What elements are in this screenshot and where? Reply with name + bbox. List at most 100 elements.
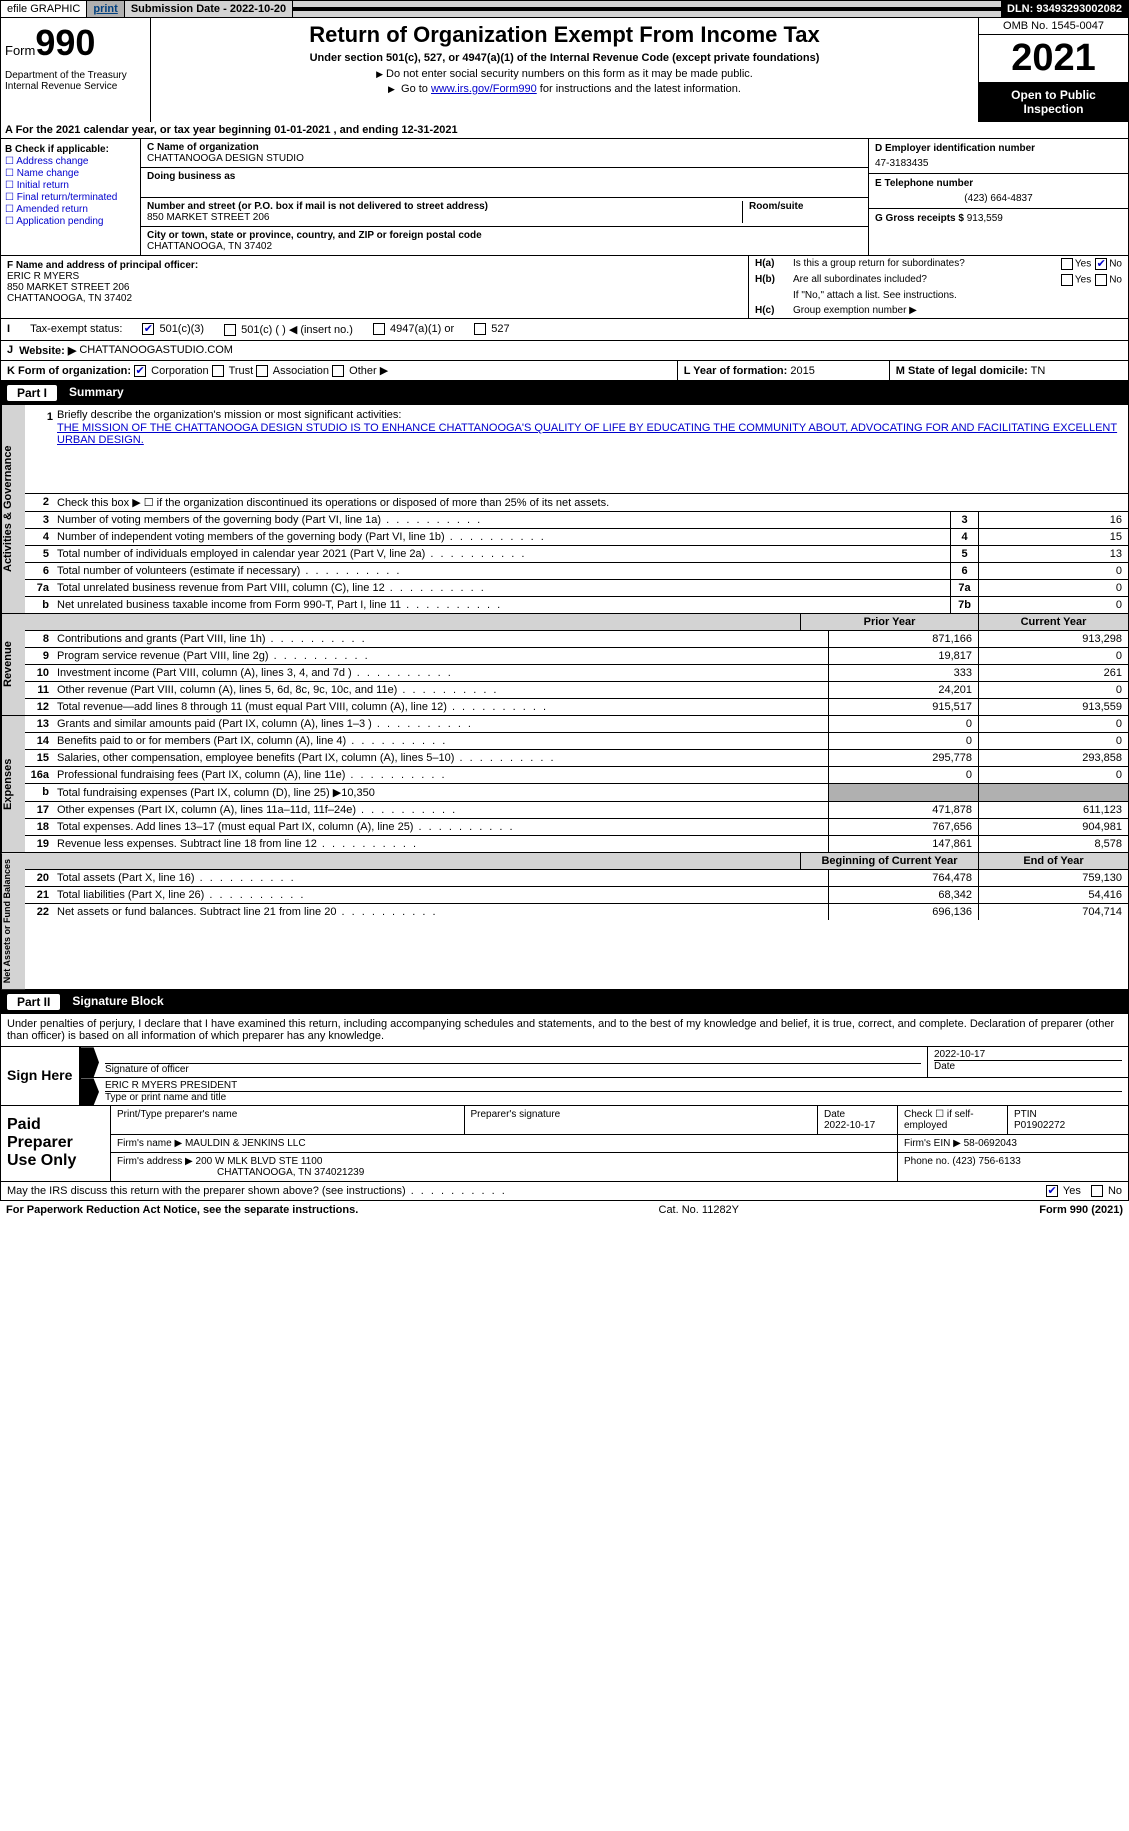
instruction-1: Do not enter social security numbers on … [155, 68, 974, 80]
org-name: CHATTANOOGA DESIGN STUDIO [147, 153, 862, 164]
ha-yes[interactable]: Yes [1061, 258, 1091, 270]
exp-line-14: 14 Benefits paid to or for members (Part… [25, 733, 1128, 750]
rev-line-10: 10 Investment income (Part VIII, column … [25, 665, 1128, 682]
phone-label: E Telephone number [875, 178, 1122, 189]
row-i-tax-status: I Tax-exempt status: 501(c)(3) 501(c) ( … [0, 319, 1129, 341]
i-label: I [7, 323, 10, 336]
exp-line-19: 19 Revenue less expenses. Subtract line … [25, 836, 1128, 852]
cb-trust[interactable]: Trust [212, 365, 254, 377]
instruction-2: Go to www.irs.gov/Form990 for instructio… [155, 83, 974, 95]
sidelabel-revenue: Revenue [1, 614, 25, 715]
cb-amended-return[interactable]: ☐ Amended return [5, 204, 136, 215]
rev-line-8: 8 Contributions and grants (Part VIII, l… [25, 631, 1128, 648]
l-text: L Year of formation: [684, 365, 788, 377]
dln-label: DLN: 93493293002082 [1001, 1, 1128, 17]
current-year-header: Current Year [978, 614, 1128, 630]
ptin-value: P01902272 [1014, 1120, 1065, 1131]
j-text: Website: ▶ [19, 344, 76, 357]
city-label: City or town, state or province, country… [147, 230, 862, 241]
officer-addr1: 850 MARKET STREET 206 [7, 282, 742, 293]
col-b-header: B Check if applicable: [5, 144, 136, 155]
part2-header: Part II Signature Block [0, 990, 1129, 1014]
print-button[interactable]: print [87, 1, 124, 17]
paid-preparer-block: Paid Preparer Use Only Print/Type prepar… [0, 1106, 1129, 1182]
line1-num: 1 [29, 409, 57, 489]
block-f-h: F Name and address of principal officer:… [0, 256, 1129, 319]
row-j-website: J Website: ▶ CHATTANOOGASTUDIO.COM [0, 341, 1129, 361]
cat-no: Cat. No. 11282Y [358, 1204, 1039, 1216]
cb-final-return[interactable]: ☐ Final return/terminated [5, 192, 136, 203]
preparer-name-label: Print/Type preparer's name [117, 1109, 237, 1120]
sign-here-label: Sign Here [1, 1047, 81, 1105]
end-year-header: End of Year [978, 853, 1128, 869]
cb-corporation[interactable]: Corporation [134, 365, 209, 377]
ha-text: Is this a group return for subordinates? [793, 258, 1057, 270]
i-text: Tax-exempt status: [30, 323, 122, 336]
may-irs-yes[interactable]: Yes [1046, 1185, 1081, 1197]
gov-line-5: 5 Total number of individuals employed i… [25, 546, 1128, 563]
cb-application-pending[interactable]: ☐ Application pending [5, 216, 136, 227]
part2-title: Signature Block [72, 994, 163, 1010]
bal-line-21: 21 Total liabilities (Part X, line 26) 6… [25, 887, 1128, 904]
self-emp-check[interactable]: Check ☐ if self-employed [898, 1106, 1008, 1134]
form-subtitle: Under section 501(c), 527, or 4947(a)(1)… [155, 52, 974, 64]
omb-number: OMB No. 1545-0047 [979, 18, 1128, 35]
officer-label: F Name and address of principal officer: [7, 260, 198, 271]
city-value: CHATTANOOGA, TN 37402 [147, 241, 862, 252]
cb-501c3[interactable]: 501(c)(3) [142, 323, 204, 336]
mission-blank3 [57, 475, 1124, 489]
cb-527[interactable]: 527 [474, 323, 509, 336]
gross-receipts-label: G Gross receipts $ [875, 213, 964, 224]
officer-addr2: CHATTANOOGA, TN 37402 [7, 293, 742, 304]
hb-yes[interactable]: Yes [1061, 274, 1091, 286]
website-value: CHATTANOOGASTUDIO.COM [79, 344, 233, 357]
prior-year-header: Prior Year [800, 614, 978, 630]
firm-phone-value: (423) 756-6133 [952, 1156, 1020, 1167]
preparer-sig-label: Preparer's signature [471, 1109, 561, 1120]
prep-date-value: 2022-10-17 [824, 1120, 875, 1131]
arrow-icon [81, 1078, 99, 1105]
firm-name-label: Firm's name ▶ [117, 1138, 182, 1149]
ein-label: D Employer identification number [875, 143, 1122, 154]
ein-value: 47-3183435 [875, 154, 1122, 169]
paperwork-notice: For Paperwork Reduction Act Notice, see … [6, 1204, 358, 1216]
gov-line-4: 4 Number of independent voting members o… [25, 529, 1128, 546]
cb-4947[interactable]: 4947(a)(1) or [373, 323, 454, 336]
room-label: Room/suite [749, 201, 803, 212]
firm-phone-label: Phone no. [904, 1156, 950, 1167]
firm-addr-label: Firm's address ▶ [117, 1156, 193, 1167]
cb-501c[interactable]: 501(c) ( ) ◀ (insert no.) [224, 323, 353, 336]
part1-expenses: Expenses 13 Grants and similar amounts p… [0, 716, 1129, 853]
cb-initial-return[interactable]: ☐ Initial return [5, 180, 136, 191]
cb-association[interactable]: Association [256, 365, 329, 377]
l-val: 2015 [790, 365, 814, 377]
part2-num: Part II [7, 994, 60, 1010]
line2-text: Check this box ▶ ☐ if the organization d… [53, 494, 1128, 511]
officer-sig-label: Signature of officer [105, 1063, 921, 1075]
form-header: Form990 Department of the Treasury Inter… [0, 18, 1129, 122]
open-public-badge: Open to Public Inspection [979, 82, 1128, 122]
prep-date-label: Date [824, 1109, 845, 1120]
mission-blank2 [57, 461, 1124, 475]
hb-no[interactable]: No [1095, 274, 1122, 286]
cb-address-change[interactable]: ☐ Address change [5, 156, 136, 167]
part1-title: Summary [69, 385, 124, 401]
gross-receipts-value: 913,559 [967, 213, 1003, 224]
form-title: Return of Organization Exempt From Incom… [155, 22, 974, 48]
may-irs-no[interactable]: No [1091, 1185, 1122, 1197]
cb-other[interactable]: Other ▶ [332, 365, 388, 377]
firm-addr1: 200 W MLK BLVD STE 1100 [196, 1156, 323, 1167]
col-b: B Check if applicable: ☐ Address change … [1, 139, 141, 255]
exp-line-13: 13 Grants and similar amounts paid (Part… [25, 716, 1128, 733]
form-label: Form [5, 43, 35, 58]
irs-link[interactable]: www.irs.gov/Form990 [431, 83, 537, 95]
h-note: If "No," attach a list. See instructions… [793, 290, 1122, 301]
org-name-label: C Name of organization [147, 142, 862, 153]
col-c: C Name of organization CHATTANOOGA DESIG… [141, 139, 868, 255]
begin-year-header: Beginning of Current Year [800, 853, 978, 869]
ha-no[interactable]: No [1095, 258, 1122, 270]
dba-label: Doing business as [147, 171, 862, 182]
cb-name-change[interactable]: ☐ Name change [5, 168, 136, 179]
block-b-c-d: B Check if applicable: ☐ Address change … [0, 139, 1129, 256]
exp-line-16a: 16a Professional fundraising fees (Part … [25, 767, 1128, 784]
